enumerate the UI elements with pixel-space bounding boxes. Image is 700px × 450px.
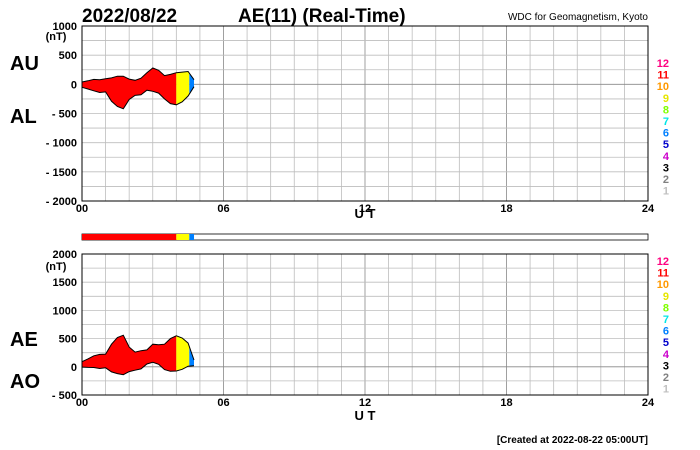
station-scale-label: 5: [663, 337, 669, 349]
station-scale-label: 8: [663, 302, 669, 314]
au-al-x-axis-label: U T: [355, 206, 376, 221]
station-scale-label: 2: [663, 372, 669, 384]
station-bar: [82, 234, 195, 240]
y-tick-label: 1000: [53, 305, 77, 317]
station-bar-segment-2: [189, 234, 195, 240]
x-tick-label: 12: [359, 397, 371, 409]
station-scale-label: 2: [663, 174, 669, 186]
station-band-0: [82, 68, 177, 109]
index-title: AE(11) (Real-Time): [238, 6, 406, 27]
ae-label: AE: [10, 329, 38, 351]
station-scale-label: 7: [663, 116, 669, 128]
x-tick-label: 24: [642, 203, 655, 215]
station-scale-label: 1: [663, 186, 669, 198]
au-label: AU: [10, 53, 39, 75]
created-timestamp: [Created at 2022-08-22 05:00UT]: [497, 435, 648, 446]
x-tick-label: 18: [500, 397, 512, 409]
station-scale-label: 12: [657, 58, 669, 70]
station-scale-label: 3: [663, 360, 669, 372]
station-scale-label: 3: [663, 162, 669, 174]
station-scale-label: 6: [663, 128, 669, 140]
ae-ao-grid: [82, 254, 648, 395]
au-al-data: [81, 67, 195, 110]
au-al-grid: [82, 26, 648, 201]
y-tick-label: - 500: [52, 390, 77, 402]
ae-ao-x-ticks: 00 06 12 18 24: [76, 397, 655, 409]
x-tick-label: 06: [217, 397, 229, 409]
y-tick-label: 1500: [53, 277, 77, 289]
ao-series: [81, 361, 195, 376]
x-tick-label: 00: [76, 397, 88, 409]
station-scale-label: 9: [663, 291, 669, 303]
y-tick-label: 500: [59, 50, 77, 62]
au-al-y-ticks: 1000 500 0 - 500 - 1000 - 1500 - 2000: [46, 21, 77, 208]
station-scale-label: 11: [657, 268, 669, 280]
y-tick-label: - 1500: [46, 167, 77, 179]
station-scale-label: 5: [663, 139, 669, 151]
ae-ao-frame: [81, 253, 649, 396]
y-tick-label: 0: [71, 362, 77, 374]
station-bar-segment-1: [176, 234, 190, 240]
x-tick-label: 18: [500, 203, 512, 215]
x-tick-label: 06: [217, 203, 229, 215]
station-scale-label: 11: [657, 70, 669, 82]
y-tick-label: 2000: [53, 249, 77, 261]
station-bar-segment-0: [82, 234, 177, 240]
au-series: [81, 67, 195, 83]
date-title: 2022/08/22: [82, 6, 177, 27]
station-band-0: [82, 335, 177, 375]
station-scale-label: 6: [663, 326, 669, 338]
station-band-1: [176, 71, 190, 105]
source-label: WDC for Geomagnetism, Kyoto: [508, 12, 648, 23]
station-scale-label: 12: [657, 256, 669, 268]
al-series: [81, 86, 195, 110]
y-tick-label: 0: [71, 79, 77, 91]
y-tick-label: 1000: [53, 21, 77, 33]
au-al-frame: [81, 25, 649, 202]
ae-ao-x-axis-label: U T: [355, 408, 376, 423]
ae-ao-data: [81, 334, 195, 376]
y-tick-label: - 1000: [46, 138, 77, 150]
x-tick-label: 12: [359, 203, 371, 215]
station-scale-label: 4: [663, 151, 670, 163]
y-tick-label: 500: [59, 334, 77, 346]
ae-ao-y-ticks: 2000 1500 1000 500 0 - 500: [52, 249, 77, 402]
x-tick-label: 24: [642, 397, 655, 409]
al-label: AL: [10, 106, 37, 128]
station-scale-label: 4: [663, 349, 670, 361]
station-band-1: [176, 335, 190, 371]
station-scale-label: 9: [663, 93, 669, 105]
y-tick-label: - 500: [52, 109, 77, 121]
station-scale-label: 8: [663, 104, 669, 116]
station-scale-label: 1: [663, 384, 669, 396]
au-al-x-ticks: 00 06 12 18 24: [76, 203, 655, 215]
station-scale-label: 10: [657, 279, 669, 291]
station-scale-label: 10: [657, 81, 669, 93]
ao-label: AO: [10, 371, 40, 393]
station-scale-label: 7: [663, 314, 669, 326]
y-tick-label: - 2000: [46, 196, 77, 208]
x-tick-label: 00: [76, 203, 88, 215]
ae-series: [81, 334, 195, 363]
ae-ao-unit: (nT): [46, 261, 67, 273]
au-al-unit: (nT): [46, 31, 67, 43]
